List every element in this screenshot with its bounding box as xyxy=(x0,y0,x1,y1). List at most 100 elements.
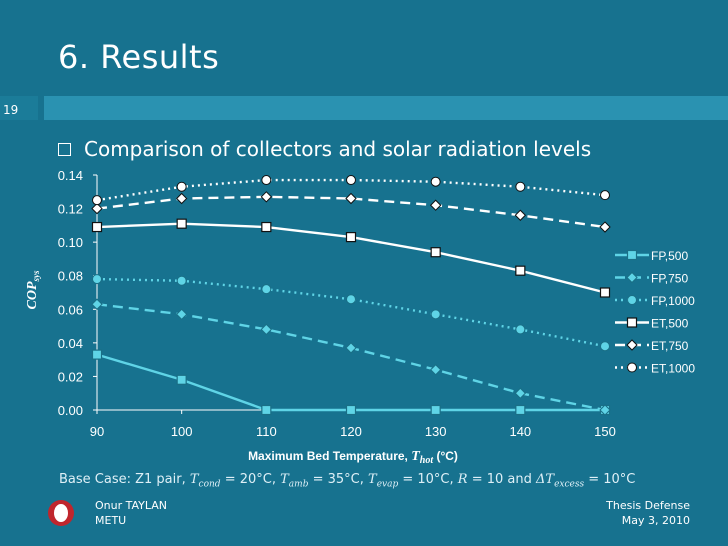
event-name: Thesis Defense xyxy=(606,499,690,512)
data-point xyxy=(600,341,610,352)
series-line xyxy=(96,303,606,412)
x-tick-label: 150 xyxy=(594,424,616,439)
title-divider-bar xyxy=(44,96,728,120)
data-point xyxy=(91,349,103,360)
base-case-note: Base Case: Z1 pair, Tcond = 20°C, Tamb =… xyxy=(59,472,636,490)
data-point xyxy=(430,404,441,416)
data-point xyxy=(176,218,187,229)
x-tick-label: 130 xyxy=(425,424,447,439)
legend-entry: FP,750 xyxy=(615,272,688,286)
footer-event: Thesis Defense May 3, 2010 xyxy=(606,498,690,528)
data-point xyxy=(599,404,611,416)
footer-author: Onur TAYLAN METU xyxy=(95,498,167,528)
series-line xyxy=(96,353,605,412)
legend-marker xyxy=(627,362,637,373)
slide-title: 6. Results xyxy=(58,38,220,76)
bullet-text: Comparison of collectors and solar radia… xyxy=(84,137,592,161)
series-et-750 xyxy=(91,191,611,233)
legend-entry: FP,1000 xyxy=(615,294,695,308)
series-fp-750 xyxy=(91,298,611,416)
data-point xyxy=(514,209,527,221)
y-tick-label: 0.06 xyxy=(58,302,83,317)
data-point xyxy=(175,192,188,205)
series-fp-500 xyxy=(91,349,611,416)
data-point xyxy=(92,195,102,206)
data-point xyxy=(261,175,272,186)
legend-entry: FP,500 xyxy=(615,249,688,263)
data-point xyxy=(600,190,610,201)
legend-label: ET,750 xyxy=(651,339,689,353)
data-point xyxy=(515,324,526,335)
y-tick-label: 0.00 xyxy=(58,403,83,418)
legend-label: FP,1000 xyxy=(651,294,695,308)
legend-entry: ET,1000 xyxy=(615,362,695,376)
data-point xyxy=(91,298,103,310)
data-point xyxy=(429,364,442,376)
data-point xyxy=(345,342,357,354)
data-point xyxy=(514,387,527,399)
x-tick-label: 120 xyxy=(340,424,362,439)
y-tick-label: 0.14 xyxy=(58,168,83,183)
legend-entry: ET,500 xyxy=(615,317,689,331)
data-point xyxy=(430,309,441,320)
data-point xyxy=(515,265,526,276)
data-point xyxy=(260,323,273,336)
legend-marker xyxy=(627,295,637,305)
data-point xyxy=(430,247,441,258)
legend-entry: ET,750 xyxy=(615,339,689,353)
data-point xyxy=(599,287,611,298)
data-point xyxy=(345,232,357,243)
slide-number: 19 xyxy=(3,103,19,117)
y-tick-label: 0.08 xyxy=(58,269,83,284)
data-point xyxy=(430,176,441,187)
data-point xyxy=(515,404,526,416)
data-point xyxy=(176,275,187,286)
bullet-item: Comparison of collectors and solar radia… xyxy=(58,137,591,161)
y-tick-label: 0.04 xyxy=(58,336,83,351)
data-point xyxy=(260,191,273,203)
data-point xyxy=(176,181,187,192)
y-tick-label: 0.02 xyxy=(58,369,83,384)
legend-label: ET,1000 xyxy=(651,362,695,376)
legend-label: ET,500 xyxy=(651,317,689,331)
x-axis-label: Maximum Bed Temperature, Thot (°C) xyxy=(248,449,458,466)
legend-label: FP,750 xyxy=(651,272,688,286)
square-bullet-icon xyxy=(58,142,71,156)
data-point xyxy=(261,221,272,233)
data-point xyxy=(346,294,356,305)
data-point xyxy=(345,404,357,416)
data-point xyxy=(345,192,357,205)
legend-marker xyxy=(626,339,638,351)
event-date: May 3, 2010 xyxy=(621,514,690,527)
data-point xyxy=(91,202,103,215)
series-line xyxy=(96,277,606,348)
legend-marker xyxy=(626,271,638,284)
data-point xyxy=(175,308,188,321)
data-point xyxy=(429,199,442,211)
y-axis-label: COPsys xyxy=(25,270,41,309)
x-tick-label: 110 xyxy=(256,424,277,439)
series-et-500 xyxy=(91,218,611,298)
metu-logo xyxy=(48,500,74,526)
data-point xyxy=(176,374,187,385)
data-point xyxy=(599,221,611,233)
institution: METU xyxy=(95,514,127,527)
data-point xyxy=(346,175,356,186)
y-tick-label: 0.10 xyxy=(58,235,83,250)
slide-number-bar xyxy=(0,96,38,120)
data-point xyxy=(92,274,102,285)
legend-marker xyxy=(626,317,638,328)
author-name: Onur TAYLAN xyxy=(95,499,168,512)
data-point xyxy=(261,284,272,295)
legend-label: FP,500 xyxy=(651,249,688,263)
series-fp-1000 xyxy=(92,274,610,352)
y-tick-label: 0.12 xyxy=(58,202,83,217)
series-et-1000 xyxy=(92,175,610,206)
data-point xyxy=(261,404,272,416)
x-tick-label: 140 xyxy=(509,424,531,439)
data-point xyxy=(515,181,526,192)
x-tick-label: 90 xyxy=(90,424,104,439)
data-point xyxy=(91,221,103,233)
legend-marker xyxy=(626,249,638,261)
